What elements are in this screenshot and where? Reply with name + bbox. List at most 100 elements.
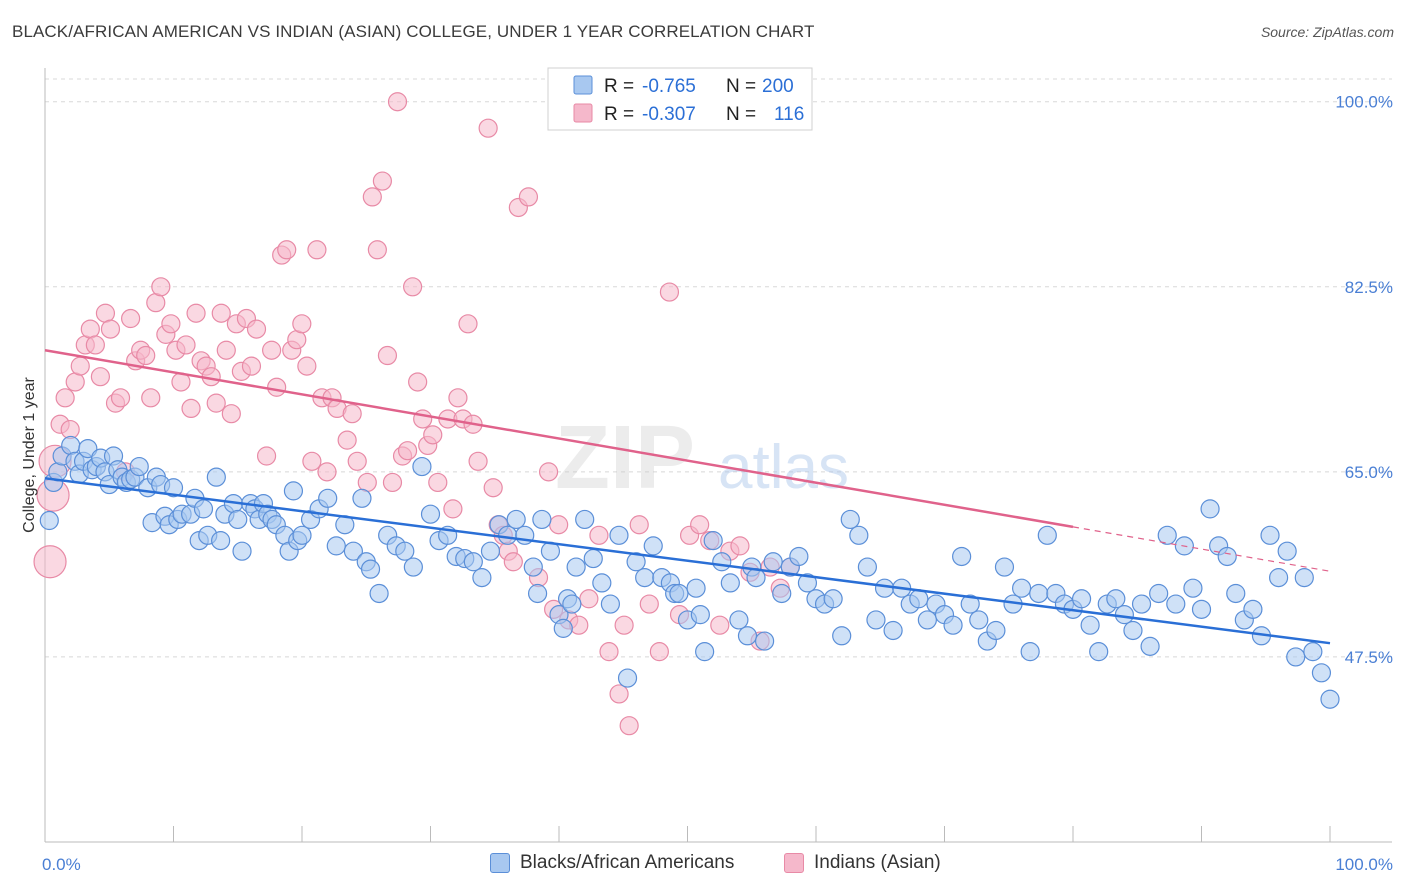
legend-label-indians: Indians (Asian) [814, 852, 941, 873]
indian-point-64 [372, 171, 392, 191]
indian-point-25 [161, 314, 181, 334]
black-point-114 [763, 552, 783, 572]
black-point-179 [1320, 689, 1340, 709]
black-point-81 [527, 583, 548, 604]
indian-point-6 [65, 372, 85, 392]
black-point-127 [874, 578, 895, 598]
black-point-105 [695, 642, 715, 662]
black-point-128 [883, 620, 903, 641]
black-point-20 [129, 456, 149, 477]
black-point-138 [969, 610, 989, 630]
black-point-87 [562, 594, 582, 614]
legend-item-blacks: Blacks/African Americans [490, 852, 734, 874]
black-point-157 [1131, 594, 1152, 614]
black-point-101 [669, 583, 689, 604]
indian-point-20 [136, 345, 156, 366]
indian-point-0 [33, 545, 67, 579]
black-point-35 [206, 467, 226, 487]
tick-labels: 47.5% 65.0% 82.5% 100.0% 0.0% 100.0% [42, 93, 1393, 874]
black-point-80 [523, 557, 543, 577]
legend-swatch-blacks [490, 853, 510, 873]
black-point-90 [583, 548, 603, 569]
black-point-175 [1286, 647, 1306, 667]
black-point-66 [403, 557, 423, 577]
y-axis-label: College, Under 1 year [21, 377, 38, 533]
black-point-173 [1268, 568, 1289, 588]
indian-point-62 [362, 187, 382, 207]
bottom-legend: Blacks/African Americans Indians (Asian) [0, 852, 1406, 878]
legend-label-blacks: Blacks/African Americans [520, 852, 735, 873]
black-point-160 [1157, 525, 1177, 545]
indian-point-101 [614, 615, 634, 635]
y-tick-label-2: 82.5% [1345, 278, 1393, 297]
black-point-62 [369, 583, 389, 604]
indian-point-104 [639, 594, 659, 614]
indian-point-13 [100, 319, 121, 339]
indian-point-109 [690, 515, 710, 535]
black-point-145 [1029, 583, 1049, 604]
indian-point-77 [443, 499, 463, 519]
black-point-141 [994, 557, 1015, 577]
indian-point-58 [337, 430, 357, 450]
black-point-158 [1140, 636, 1160, 656]
black-point-4 [61, 435, 81, 456]
indian-point-53 [307, 240, 327, 260]
indian-point-78 [448, 388, 468, 408]
indian-point-82 [468, 451, 488, 471]
black-point-177 [1303, 642, 1323, 662]
black-point-103 [686, 578, 706, 598]
legend-r-value-1: -0.765 [642, 76, 696, 97]
indian-point-106 [659, 282, 680, 302]
legend-swatch-blue [573, 75, 593, 95]
legend-swatch-indians [784, 853, 804, 873]
black-point-27 [163, 478, 184, 498]
indian-point-4 [55, 388, 75, 408]
black-point-113 [754, 631, 775, 651]
black-point-61 [360, 559, 381, 579]
black-point-125 [857, 557, 878, 577]
black-point-104 [690, 605, 710, 625]
black-point-68 [420, 504, 441, 524]
black-point-163 [1183, 578, 1203, 598]
indian-point-80 [458, 314, 478, 334]
legend-n-label-1: N = [726, 76, 756, 97]
black-point-132 [917, 610, 937, 630]
black-point-96 [635, 568, 655, 588]
indian-point-9 [80, 319, 100, 339]
black-point-154 [1106, 589, 1126, 609]
black-point-73 [463, 552, 483, 572]
indian-point-71 [408, 372, 428, 392]
indian-point-60 [347, 451, 367, 471]
black-point-40 [232, 541, 252, 561]
black-point-117 [789, 546, 809, 567]
y-tick-label-0: 47.5% [1345, 648, 1393, 667]
indian-point-100 [609, 684, 629, 704]
black-point-55 [318, 488, 338, 508]
legend-n-value-2: 116 [774, 104, 804, 125]
black-point-33 [193, 499, 214, 519]
black-point-168 [1226, 583, 1246, 604]
black-point-39 [228, 509, 248, 530]
black-point-161 [1166, 594, 1186, 614]
black-point-91 [592, 573, 612, 593]
indian-point-30 [186, 303, 206, 323]
black-point-136 [952, 546, 972, 567]
black-point-126 [866, 610, 886, 630]
y-tick-label-1: 65.0% [1345, 463, 1393, 482]
indian-point-70 [403, 277, 423, 297]
black-point-58 [343, 541, 363, 561]
indian-point-92 [538, 462, 559, 482]
black-point-67 [412, 456, 432, 477]
black-point-8 [78, 438, 98, 459]
indian-point-113 [730, 536, 750, 556]
black-point-155 [1114, 605, 1135, 625]
black-point-110 [737, 626, 758, 646]
black-point-164 [1191, 599, 1212, 619]
black-point-151 [1080, 615, 1100, 635]
indian-point-105 [649, 642, 669, 662]
black-point-146 [1037, 525, 1057, 545]
black-point-122 [832, 626, 852, 646]
black-point-156 [1123, 620, 1143, 641]
y-tick-label-3: 100.0% [1335, 93, 1393, 112]
indian-point-69 [397, 441, 418, 461]
